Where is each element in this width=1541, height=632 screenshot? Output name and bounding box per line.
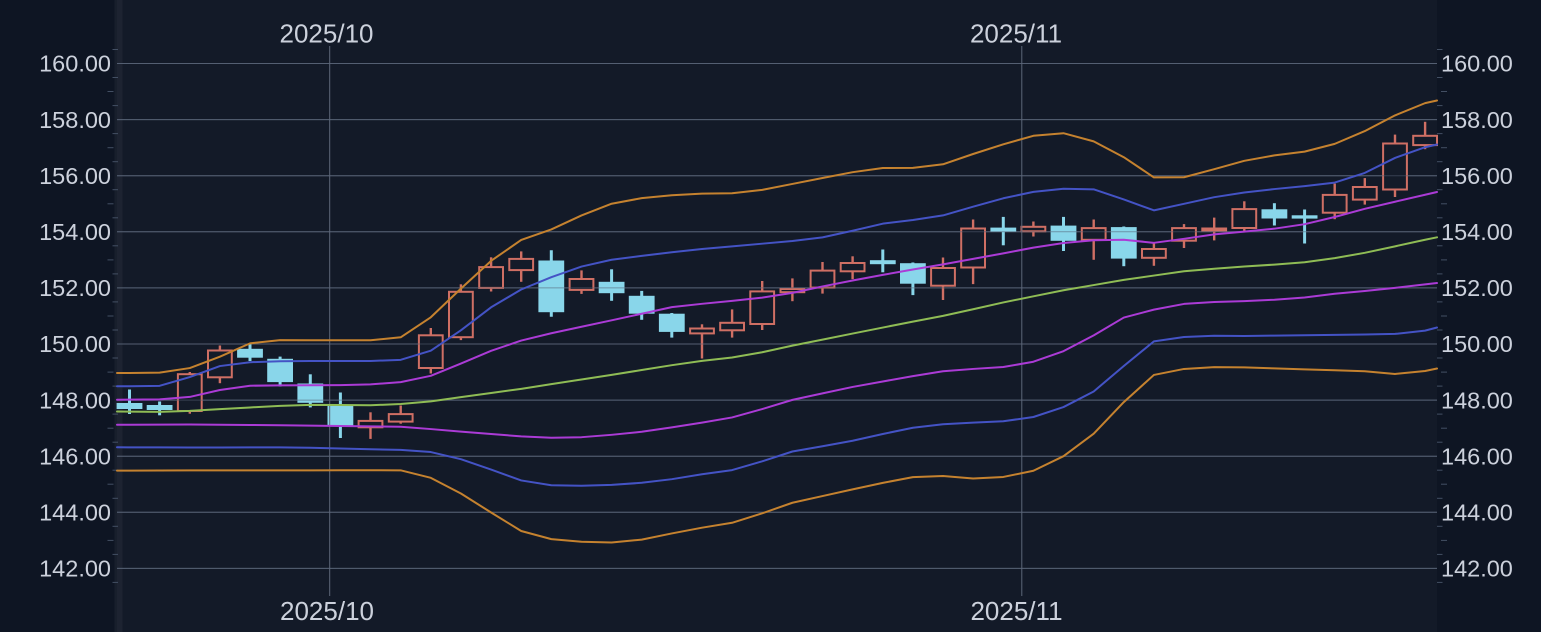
- svg-text:158.00: 158.00: [1441, 107, 1513, 133]
- svg-text:146.00: 146.00: [1441, 443, 1513, 469]
- svg-text:142.00: 142.00: [39, 556, 111, 582]
- svg-text:158.00: 158.00: [39, 107, 111, 133]
- svg-text:156.00: 156.00: [1441, 163, 1513, 189]
- svg-text:144.00: 144.00: [1441, 500, 1513, 526]
- svg-text:150.00: 150.00: [39, 331, 111, 357]
- svg-text:152.00: 152.00: [39, 275, 111, 301]
- svg-text:142.00: 142.00: [1441, 556, 1513, 582]
- svg-text:160.00: 160.00: [1441, 51, 1513, 77]
- svg-text:2025/11: 2025/11: [970, 18, 1062, 48]
- svg-text:2025/11: 2025/11: [970, 596, 1062, 626]
- svg-text:154.00: 154.00: [39, 219, 111, 245]
- svg-text:160.00: 160.00: [39, 51, 111, 77]
- svg-text:2025/10: 2025/10: [280, 596, 374, 626]
- svg-text:148.00: 148.00: [39, 387, 111, 413]
- svg-text:156.00: 156.00: [39, 163, 111, 189]
- svg-text:150.00: 150.00: [1441, 331, 1513, 357]
- svg-text:152.00: 152.00: [1441, 275, 1513, 301]
- svg-text:148.00: 148.00: [1441, 387, 1513, 413]
- svg-text:2025/10: 2025/10: [280, 18, 374, 48]
- svg-text:154.00: 154.00: [1441, 219, 1513, 245]
- svg-text:144.00: 144.00: [39, 500, 111, 526]
- svg-text:146.00: 146.00: [39, 443, 111, 469]
